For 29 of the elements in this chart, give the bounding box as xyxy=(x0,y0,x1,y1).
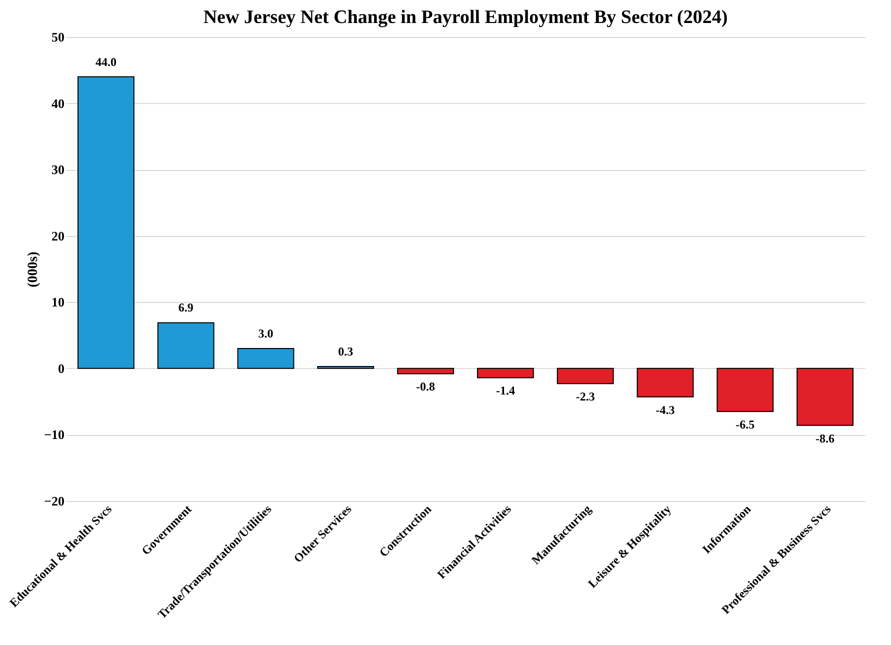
bar xyxy=(716,368,774,412)
y-tick-label: 10 xyxy=(52,294,64,310)
data-label: 44.0 xyxy=(95,54,116,69)
data-label: -8.6 xyxy=(816,431,835,446)
y-tick-label: 40 xyxy=(52,96,64,111)
data-label: -1.4 xyxy=(496,384,515,398)
y-tick-label: 20 xyxy=(52,228,64,244)
data-label: 6.9 xyxy=(178,300,194,315)
y-tick-label: −10 xyxy=(44,427,64,442)
data-label: -6.5 xyxy=(736,418,755,432)
y-tick-label: 30 xyxy=(52,162,64,178)
y-axis-title: (000s) xyxy=(26,251,42,288)
data-label: -0.8 xyxy=(416,380,436,394)
bar xyxy=(157,322,214,369)
bar xyxy=(476,368,534,378)
data-label: 0.3 xyxy=(338,344,354,358)
bar xyxy=(397,368,454,374)
bar xyxy=(77,76,134,369)
data-label: 3.0 xyxy=(258,326,274,341)
chart-title: New Jersey Net Change in Payroll Employment By Sector (2024) xyxy=(203,7,728,28)
bar xyxy=(636,368,694,398)
bar xyxy=(556,368,614,384)
data-label: -2.3 xyxy=(576,390,595,404)
y-tick-label: −20 xyxy=(44,494,64,508)
bar xyxy=(237,348,294,369)
y-tick-label: 50 xyxy=(52,30,64,44)
data-label: -4.3 xyxy=(656,402,675,417)
y-tick-label: 0 xyxy=(58,360,64,376)
bar xyxy=(796,368,854,426)
